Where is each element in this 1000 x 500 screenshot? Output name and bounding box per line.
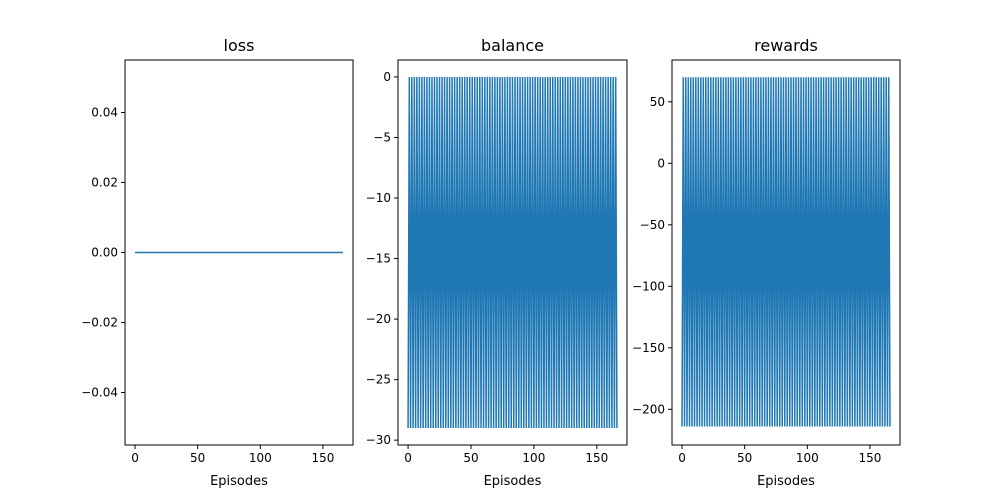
x-tick-label-balance-1: 50: [463, 451, 478, 465]
x-axis-label-rewards: Episodes: [757, 474, 815, 489]
x-tick-label-balance-3: 150: [585, 451, 608, 465]
chart-title-balance: balance: [481, 36, 544, 55]
y-tick-label-balance-5: −5: [373, 130, 391, 144]
x-tick-label-rewards-2: 100: [796, 451, 819, 465]
y-tick-label-balance-4: −10: [366, 191, 391, 205]
y-tick-label-loss-0: −0.04: [81, 386, 118, 400]
y-tick-label-loss-3: 0.02: [91, 176, 118, 190]
y-tick-label-rewards-2: −100: [632, 279, 665, 293]
x-tick-label-rewards-3: 150: [858, 451, 881, 465]
x-tick-label-loss-0: 0: [131, 451, 139, 465]
y-tick-label-rewards-0: −200: [632, 402, 665, 416]
series-line-rewards-0: [681, 77, 891, 427]
y-tick-label-loss-4: 0.04: [91, 106, 118, 120]
y-tick-label-balance-0: −30: [366, 433, 391, 447]
axes-frame-rewards: [671, 59, 901, 446]
y-tick-label-balance-3: −15: [366, 252, 391, 266]
y-tick-label-balance-6: 0: [383, 70, 391, 84]
axes-frame-balance: [397, 59, 628, 446]
y-tick-label-rewards-1: −150: [632, 341, 665, 355]
y-tick-label-loss-2: 0.00: [91, 246, 118, 260]
chart-title-loss: loss: [224, 36, 255, 55]
chart-title-rewards: rewards: [754, 36, 818, 55]
x-tick-label-loss-2: 100: [249, 451, 272, 465]
y-tick-label-rewards-4: 0: [657, 156, 665, 170]
x-tick-label-balance-2: 100: [522, 451, 545, 465]
x-tick-label-rewards-1: 50: [737, 451, 752, 465]
series-line-balance-0: [407, 76, 618, 429]
y-tick-label-balance-2: −20: [366, 312, 391, 326]
y-tick-label-balance-1: −25: [366, 373, 391, 387]
x-axis-label-loss: Episodes: [210, 474, 268, 489]
x-axis-label-balance: Episodes: [484, 474, 542, 489]
subplot-loss: 0 50 100 150 −0.04 −0.02 0.00 0.02 0.04 loss Episo…: [81, 36, 354, 489]
subplot-balance: 0 50 100 150 −30 −25 −20 −15 −10 −5 0 balance Episod…: [366, 36, 628, 489]
y-tick-label-loss-1: −0.02: [81, 316, 118, 330]
x-tick-label-loss-1: 50: [190, 451, 205, 465]
x-tick-label-loss-3: 150: [311, 451, 334, 465]
x-tick-label-balance-0: 0: [404, 451, 412, 465]
y-tick-label-rewards-5: 50: [650, 95, 665, 109]
x-tick-label-rewards-0: 0: [678, 451, 686, 465]
subplot-rewards: 0 50 100 150 −200 −150 −100 −50 0 50 rewards Episod…: [632, 36, 901, 489]
y-tick-label-rewards-3: −50: [640, 218, 665, 232]
